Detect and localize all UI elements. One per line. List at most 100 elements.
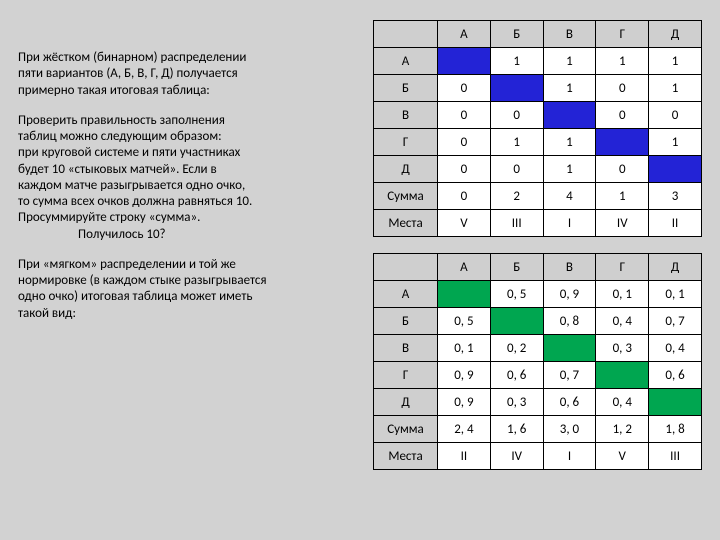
data-cell: 0, 7 <box>543 362 596 389</box>
row-header: А <box>374 281 438 308</box>
line: Получилось 10? <box>18 227 363 243</box>
diagonal-cell <box>490 308 543 335</box>
table-binary: АБВГДА1111Б0101В0000Г0111Д0010Сумма02413… <box>373 20 702 237</box>
diagonal-cell <box>438 281 491 308</box>
place-cell: II <box>649 210 702 237</box>
data-cell: 0, 3 <box>490 389 543 416</box>
place-cell: I <box>543 443 596 470</box>
row-header: А <box>374 48 438 75</box>
data-cell: 0 <box>438 75 491 102</box>
line: каждом матче разыгрывается одно очко, <box>18 178 245 193</box>
row-header: Б <box>374 308 438 335</box>
line: примерно такая итоговая таблица: <box>18 83 210 98</box>
col-header: В <box>543 254 596 281</box>
diagonal-cell <box>438 48 491 75</box>
row-header: Г <box>374 129 438 156</box>
col-header: А <box>438 254 491 281</box>
line: такой вид: <box>18 306 76 321</box>
sum-label: Сумма <box>374 183 438 210</box>
diagonal-cell <box>490 75 543 102</box>
data-cell: 0, 1 <box>649 281 702 308</box>
data-cell: 0, 9 <box>543 281 596 308</box>
place-cell: I <box>543 210 596 237</box>
col-header: Г <box>596 254 649 281</box>
place-cell: III <box>649 443 702 470</box>
paragraph-1: При жёстком (бинарном) распределении пят… <box>18 50 363 99</box>
data-cell: 0, 5 <box>438 308 491 335</box>
row-header: Д <box>374 156 438 183</box>
sum-cell: 2, 4 <box>438 416 491 443</box>
data-cell: 0, 6 <box>649 362 702 389</box>
data-cell: 0, 4 <box>596 308 649 335</box>
line: При жёстком (бинарном) распределении <box>18 50 246 65</box>
data-cell: 1 <box>490 129 543 156</box>
data-cell: 1 <box>649 75 702 102</box>
line: таблиц можно следующим образом: <box>18 129 222 144</box>
paragraph-3: При «мягком» распределении и той же норм… <box>18 257 363 322</box>
places-label: Места <box>374 443 438 470</box>
data-cell: 1 <box>649 48 702 75</box>
row-header: Г <box>374 362 438 389</box>
row-header: Д <box>374 389 438 416</box>
data-cell: 0 <box>438 102 491 129</box>
sum-cell: 1 <box>596 183 649 210</box>
data-cell: 0 <box>596 102 649 129</box>
data-cell: 0, 9 <box>438 362 491 389</box>
place-cell: IV <box>596 210 649 237</box>
row-header: Б <box>374 75 438 102</box>
data-cell: 0, 4 <box>596 389 649 416</box>
line: Проверить правильность заполнения <box>18 113 225 128</box>
col-header: Д <box>649 21 702 48</box>
place-cell: IV <box>490 443 543 470</box>
data-cell: 1 <box>543 48 596 75</box>
sum-cell: 4 <box>543 183 596 210</box>
data-cell: 0 <box>490 156 543 183</box>
data-cell: 0 <box>596 75 649 102</box>
data-cell: 0, 9 <box>438 389 491 416</box>
table-soft: АБВГДА0, 50, 90, 10, 1Б0, 50, 80, 40, 7В… <box>373 253 702 470</box>
data-cell: 0 <box>490 102 543 129</box>
data-cell: 1 <box>490 48 543 75</box>
data-cell: 0 <box>649 102 702 129</box>
sum-label: Сумма <box>374 416 438 443</box>
col-header: А <box>438 21 491 48</box>
col-header: Д <box>649 254 702 281</box>
sum-cell: 1, 2 <box>596 416 649 443</box>
diagonal-cell <box>649 389 702 416</box>
line: пяти вариантов (А, Б, В, Г, Д) получаетс… <box>18 66 238 81</box>
data-cell: 0, 4 <box>649 335 702 362</box>
diagonal-cell <box>543 102 596 129</box>
data-cell: 0 <box>596 156 649 183</box>
col-header: В <box>543 21 596 48</box>
data-cell: 0, 6 <box>490 362 543 389</box>
place-cell: V <box>438 210 491 237</box>
diagonal-cell <box>649 156 702 183</box>
paragraph-2: Проверить правильность заполнения таблиц… <box>18 113 363 243</box>
data-cell: 0, 5 <box>490 281 543 308</box>
data-cell: 0, 7 <box>649 308 702 335</box>
row-header: В <box>374 102 438 129</box>
line: одно очко) итоговая таблица может иметь <box>18 289 252 304</box>
text-column: При жёстком (бинарном) распределении пят… <box>18 20 373 522</box>
place-cell: V <box>596 443 649 470</box>
sum-cell: 3 <box>649 183 702 210</box>
col-header: Б <box>490 254 543 281</box>
line: нормировке (в каждом стыке разыгрывается <box>18 273 267 288</box>
line: При «мягком» распределении и той же <box>18 257 236 272</box>
diagonal-cell <box>596 362 649 389</box>
data-cell: 1 <box>543 129 596 156</box>
data-cell: 0, 2 <box>490 335 543 362</box>
corner-cell <box>374 254 438 281</box>
data-cell: 0, 3 <box>596 335 649 362</box>
tables-column: АБВГДА1111Б0101В0000Г0111Д0010Сумма02413… <box>373 20 702 522</box>
diagonal-cell <box>596 129 649 156</box>
data-cell: 1 <box>596 48 649 75</box>
data-cell: 0, 1 <box>438 335 491 362</box>
place-cell: II <box>438 443 491 470</box>
places-label: Места <box>374 210 438 237</box>
corner-cell <box>374 21 438 48</box>
line: при круговой системе и пяти участниках <box>18 145 240 160</box>
line: Просуммируйте строку «сумма». <box>18 210 200 225</box>
data-cell: 0, 6 <box>543 389 596 416</box>
data-cell: 1 <box>543 75 596 102</box>
